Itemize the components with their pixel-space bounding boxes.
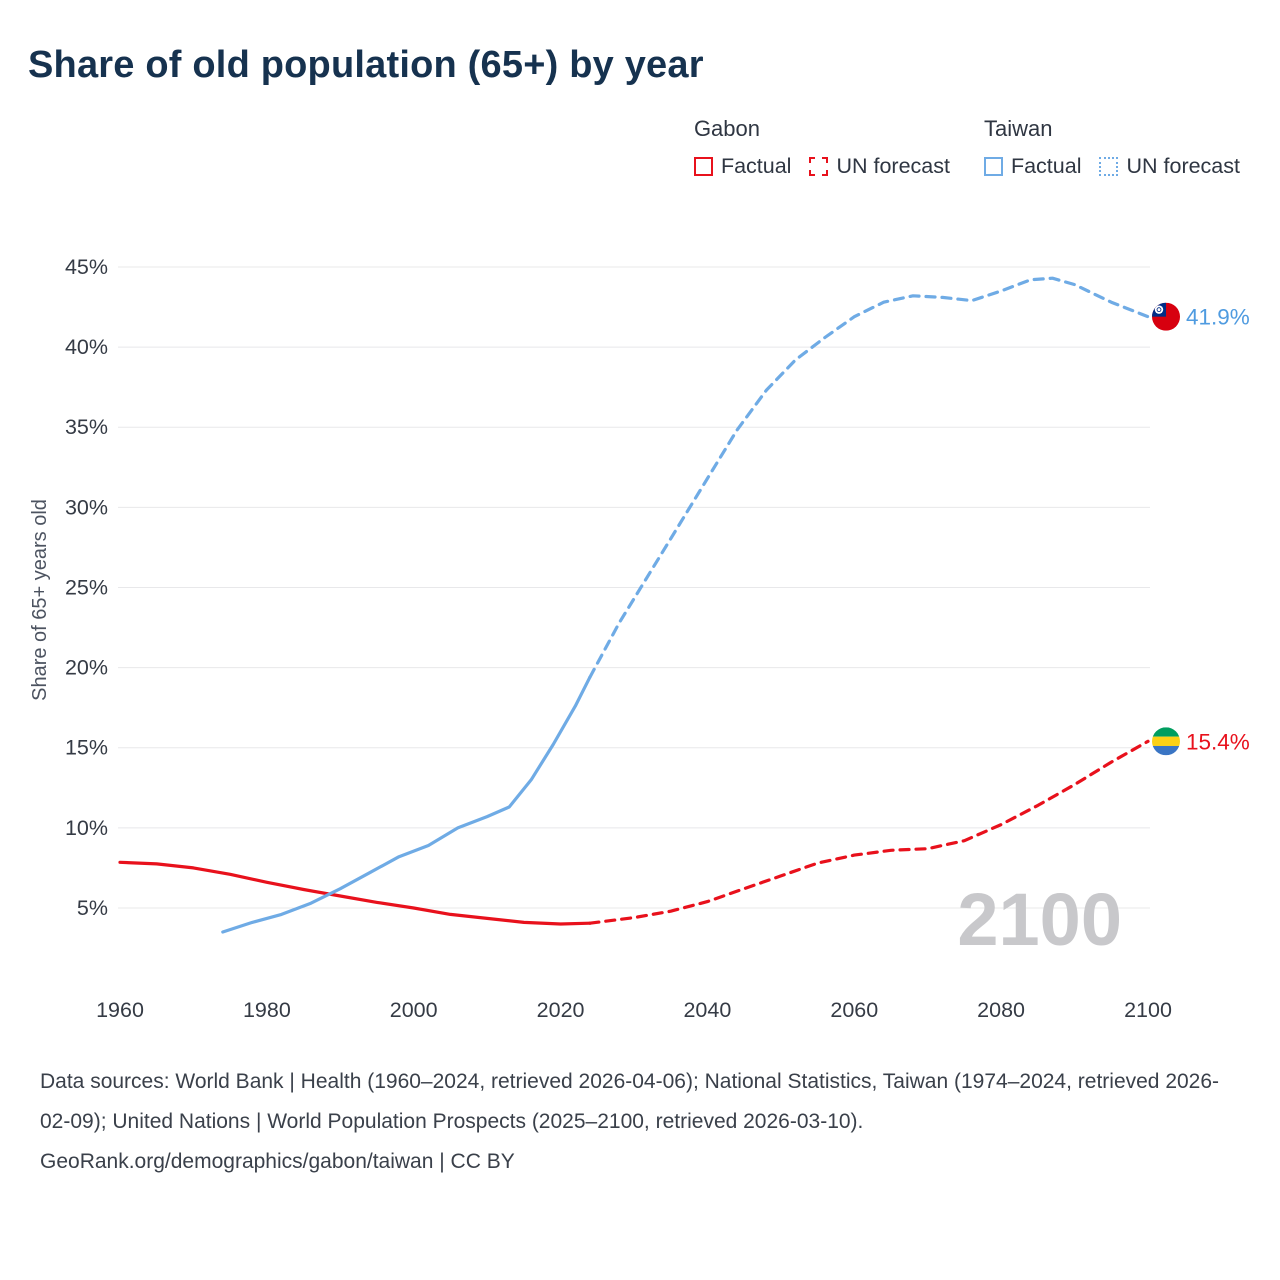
y-tick-label: 30% <box>65 495 108 519</box>
legend: Gabon Factual UN forecast Taiwan Factual… <box>693 116 1240 179</box>
legend-item-label: Factual <box>1010 154 1082 178</box>
series-taiwan-factual <box>221 675 592 934</box>
legend-group-gabon: Gabon Factual UN forecast <box>693 116 950 179</box>
x-tick-label: 2080 <box>977 998 1025 1022</box>
gridlines <box>118 266 1150 909</box>
y-tick-label: 45% <box>65 255 108 279</box>
end-label-gabon: 15.4% <box>1186 729 1250 754</box>
legend-item-label: UN forecast <box>1126 154 1240 178</box>
y-axis-label: Share of 65+ years old <box>29 499 51 701</box>
legend-item-gabon-factual: Factual <box>693 154 792 179</box>
legend-group-title-taiwan: Taiwan <box>983 116 1053 141</box>
end-label-taiwan: 41.9% <box>1186 305 1250 330</box>
dashed-swatch-icon <box>809 157 829 176</box>
legend-group-title-gabon: Gabon <box>693 116 760 141</box>
chart-title: Share of old population (65+) by year <box>28 44 704 86</box>
x-tick-label: 2100 <box>1124 998 1172 1022</box>
dotted-swatch-icon <box>1099 157 1119 176</box>
legend-group-taiwan: Taiwan Factual UN forecast <box>983 116 1240 179</box>
year-watermark: 2100 <box>957 878 1122 961</box>
legend-item-gabon-forecast: UN forecast <box>809 154 950 179</box>
x-tick-label: 2060 <box>830 998 878 1022</box>
gabon-flag-icon <box>1152 727 1180 756</box>
series-taiwan-forecast <box>588 276 1150 679</box>
y-tick-label: 15% <box>65 736 108 760</box>
y-tick-label: 5% <box>77 896 108 920</box>
y-tick-label: 35% <box>65 415 108 439</box>
taiwan-flag-icon <box>1152 302 1180 331</box>
series-gabon-forecast <box>588 739 1150 925</box>
x-tick-label: 2020 <box>537 998 585 1022</box>
x-tick-label: 2000 <box>390 998 438 1022</box>
legend-items-taiwan: Factual UN forecast <box>983 154 1240 179</box>
legend-item-label: UN forecast <box>836 154 950 178</box>
legend-item-label: Factual <box>720 154 792 178</box>
footer: Data sources: World Bank | Health (1960–… <box>40 1062 1246 1182</box>
series-gabon-factual <box>118 860 592 926</box>
x-tick-label: 1960 <box>96 998 144 1022</box>
x-tick-label: 1980 <box>243 998 291 1022</box>
data-sources-text: Data sources: World Bank | Health (1960–… <box>40 1070 1220 1133</box>
solid-swatch-icon <box>693 157 713 176</box>
y-tick-label: 25% <box>65 576 108 600</box>
x-tick-label: 2040 <box>683 998 731 1022</box>
solid-swatch-icon <box>983 157 1003 176</box>
line-chart: Share of 65+ years old 5% 10% 15% 20% 25% 30%… <box>29 255 1250 1022</box>
y-tick-label: 20% <box>65 656 108 680</box>
legend-item-taiwan-forecast: UN forecast <box>1099 154 1240 179</box>
legend-item-taiwan-factual: Factual <box>983 154 1082 179</box>
legend-items-gabon: Factual UN forecast <box>693 154 950 179</box>
attribution-text: GeoRank.org/demographics/gabon/taiwan | … <box>40 1150 515 1173</box>
y-tick-label: 10% <box>65 816 108 840</box>
y-tick-label: 40% <box>65 335 108 359</box>
